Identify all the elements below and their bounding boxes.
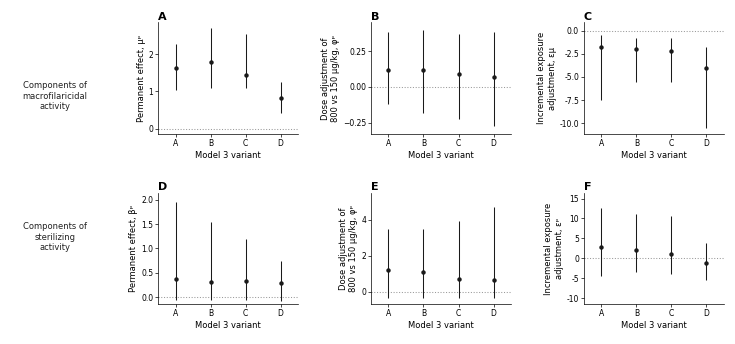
Text: A: A xyxy=(158,12,167,22)
Y-axis label: Incremental exposure
adjustment, εμ: Incremental exposure adjustment, εμ xyxy=(537,32,556,125)
X-axis label: Model 3 variant: Model 3 variant xyxy=(408,321,474,330)
Text: E: E xyxy=(371,182,379,192)
X-axis label: Model 3 variant: Model 3 variant xyxy=(621,321,686,330)
Text: D: D xyxy=(158,182,168,192)
X-axis label: Model 3 variant: Model 3 variant xyxy=(621,151,686,160)
Y-axis label: Incremental exposure
adjustment, εᵖ: Incremental exposure adjustment, εᵖ xyxy=(545,202,564,294)
X-axis label: Model 3 variant: Model 3 variant xyxy=(196,321,261,330)
X-axis label: Model 3 variant: Model 3 variant xyxy=(196,151,261,160)
Text: C: C xyxy=(584,12,592,22)
Y-axis label: Dose adjustment of
800 vs 150 μg/kg, φᵖ: Dose adjustment of 800 vs 150 μg/kg, φᵖ xyxy=(320,35,340,122)
Text: Components of
macrofilaricidal
activity: Components of macrofilaricidal activity xyxy=(23,82,87,111)
Y-axis label: Dose adjustment of
800 vs 150 μg/kg, φᵖ: Dose adjustment of 800 vs 150 μg/kg, φᵖ xyxy=(339,205,359,292)
X-axis label: Model 3 variant: Model 3 variant xyxy=(408,151,474,160)
Y-axis label: Permanent effect, βᵖ: Permanent effect, βᵖ xyxy=(129,205,138,292)
Text: Components of
sterilizing
activity: Components of sterilizing activity xyxy=(23,223,87,252)
Y-axis label: Permanent effect, μᵖ: Permanent effect, μᵖ xyxy=(137,35,146,122)
Text: F: F xyxy=(584,182,592,192)
Text: B: B xyxy=(371,12,379,22)
